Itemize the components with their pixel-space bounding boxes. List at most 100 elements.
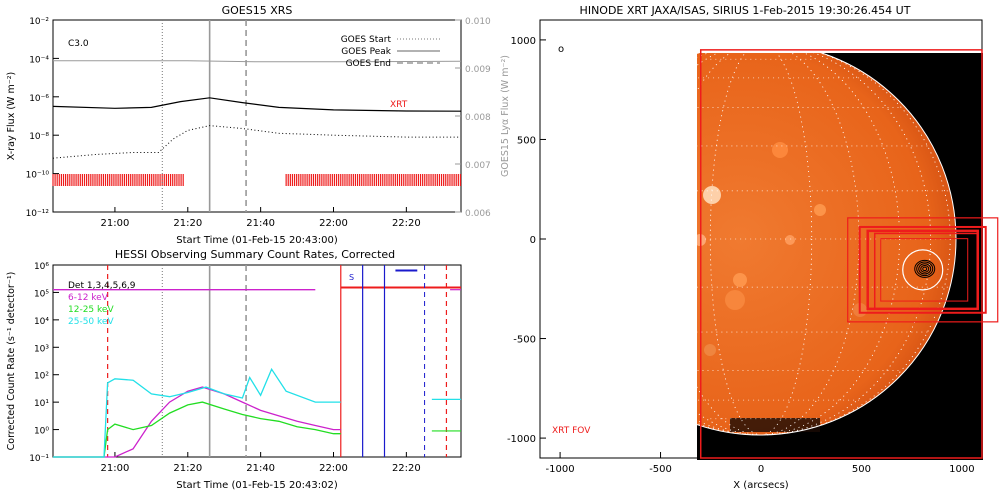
- hessi-plot-frame: [52, 264, 462, 458]
- goes-title: GOES15 XRS: [222, 4, 293, 17]
- xrt-flare-contour: [918, 263, 932, 275]
- xrt-flare-circle: [902, 249, 944, 291]
- hessi-x-tick-label: 21:20: [173, 463, 202, 474]
- xrt-fov-boundary: [699, 49, 983, 459]
- xrt-overlay-marks: -1000 -500 0 500 1000 -1000 -500 0 500 1000: [507, 36, 999, 475]
- xrt-bright-patch: [697, 234, 706, 246]
- goes-series-short: [52, 125, 461, 159]
- hessi-saa-label: S: [349, 273, 354, 282]
- goes-y-tick-label: 10⁻¹²: [26, 209, 50, 219]
- hessi-legend-det: Det 1,3,4,5,6,9: [68, 281, 136, 291]
- xrt-y-tick-label: -1000: [507, 434, 536, 445]
- goes-xlabel: Start Time (01-Feb-15 20:43:00): [176, 235, 338, 246]
- goes-xrt-label: XRT: [390, 100, 408, 110]
- goes-y2-tick-label: 0.010: [465, 17, 491, 27]
- goes-y2-tick-label: 0.009: [465, 65, 491, 75]
- goes-legend: GOES Start GOES Peak GOES End: [341, 35, 440, 69]
- goes-x-tick-label: 21:00: [101, 218, 130, 229]
- hessi-legend: Det 1,3,4,5,6,9 6-12 keV 12-25 keV 25-50…: [68, 281, 136, 327]
- hessi-x-tick-label: 21:00: [101, 463, 130, 474]
- goes-series-long: [52, 97, 462, 112]
- xrt-title: HINODE XRT JAXA/ISAS, SIRIUS 1-Feb-2015 …: [580, 4, 911, 17]
- xrt-fov-label: XRT FOV: [552, 426, 591, 436]
- xrt-y-tick-label: -500: [513, 335, 536, 346]
- xrt-x-tick-label: 0: [758, 464, 764, 475]
- hessi-ylabel: Corrected Count Rate (s⁻¹ detector⁻¹): [6, 272, 17, 451]
- xrt-x-tick-label: -1000: [546, 464, 575, 475]
- xrt-bright-patch: [704, 344, 716, 356]
- xrt-flare-contour: [916, 261, 934, 277]
- hessi-y-tick-label: 10⁴: [34, 317, 49, 327]
- goes-y-tick-label: 10⁻⁸: [29, 132, 49, 142]
- xrt-zoom-box: [847, 217, 999, 323]
- goes-legend-peak: GOES Peak: [341, 47, 391, 57]
- goes-y-tick-label: 10⁻⁶: [29, 94, 49, 104]
- xrt-brightness-patches: [697, 142, 867, 432]
- hessi-xlabel: Start Time (01-Feb-15 20:43:02): [176, 480, 338, 491]
- hessi-title: HESSI Observing Summary Count Rates, Cor…: [115, 248, 395, 261]
- xrt-zoom-box: [873, 232, 979, 310]
- goes-y2-tick-label: 0.006: [465, 209, 491, 219]
- goes-y2-tick-label: 0.007: [465, 161, 491, 171]
- goes-x-tick-label: 22:00: [319, 218, 348, 229]
- hessi-legend-6-12: 6-12 keV: [68, 293, 109, 303]
- xrt-bright-patch: [814, 204, 826, 216]
- xrt-x-tick-label: 1000: [949, 464, 974, 475]
- xrt-bright-patch: [785, 235, 795, 245]
- xrt-y-tick-label: 500: [517, 135, 536, 146]
- goes-series-lya: [53, 60, 462, 63]
- xrt-x-tick-label: -500: [649, 464, 672, 475]
- xrt-dark-strip: [730, 418, 820, 432]
- goes-x-tick-label: 21:40: [246, 218, 275, 229]
- hessi-legend-12-25: 12-25 keV: [68, 305, 114, 315]
- goes-gridlines: [53, 19, 461, 213]
- hessi-y-tick-label: 10³: [34, 344, 49, 354]
- hessi-x-tick-label: 22:00: [319, 463, 348, 474]
- goes-x-tick-label: 21:20: [173, 218, 202, 229]
- solar-disk: [697, 53, 956, 435]
- hessi-y-tick-label: 10⁵: [34, 289, 49, 299]
- xrt-marker-symbol: o: [558, 44, 564, 55]
- xrt-zoom-box: [858, 225, 987, 314]
- xrt-flare-contour: [920, 264, 930, 273]
- xrt-image: [697, 53, 983, 460]
- hessi-series-6-12-kev: [53, 386, 341, 458]
- xrt-flare-contour: [914, 259, 936, 278]
- hessi-series-25-50-kev: [53, 367, 341, 458]
- hessi-x-tick-label: 21:40: [246, 463, 275, 474]
- goes-y-tick-label: 10⁻¹⁰: [26, 171, 50, 181]
- xrt-bright-patch: [772, 142, 788, 158]
- xrt-bright-patch: [725, 290, 745, 310]
- xrt-panel: HINODE XRT JAXA/ISAS, SIRIUS 1-Feb-2015 …: [507, 4, 999, 491]
- goes-y2-tick-label: 0.008: [465, 113, 491, 123]
- goes-y-tick-label: 10⁻²: [29, 17, 49, 27]
- hessi-legend-25-50: 25-50 keV: [68, 317, 114, 327]
- hessi-x-tick-label: 22:20: [392, 463, 421, 474]
- xrt-xlabel: X (arcsecs): [733, 480, 789, 491]
- hessi-y-tick-label: 10⁶: [34, 262, 49, 272]
- goes-panel: GOES15 XRS 21:00 21:20 21:40 22:00 22:20 10⁻¹…: [6, 4, 511, 246]
- hessi-y-tick-label: 10²: [34, 372, 49, 382]
- hessi-panel: HESSI Observing Summary Count Rates, Cor…: [6, 248, 462, 491]
- hessi-y-tick-label: 10⁻¹: [29, 454, 49, 464]
- xrt-zoom-box: [880, 238, 969, 302]
- xrt-bright-patch: [733, 273, 747, 287]
- goes-flare-class: C3.0: [68, 39, 89, 49]
- goes-legend-start: GOES Start: [341, 35, 392, 45]
- goes-y-tick-label: 10⁻⁴: [29, 55, 49, 65]
- xrt-flare-contour: [922, 266, 928, 272]
- xrt-x-tick-label: 500: [852, 464, 871, 475]
- hessi-data-marks: 21:00 21:20 21:40 22:00 22:20 10⁻¹ 10⁰ 10¹ 10² 10…: [29, 262, 461, 474]
- hessi-series-12-25-kev: [53, 401, 341, 458]
- goes-ylabel: X-ray Flux (W m⁻²): [6, 72, 17, 161]
- goes-data-marks: 21:00 21:20 21:40 22:00 22:20 10⁻¹² 10⁻¹⁰ 10⁻⁸ 1…: [26, 17, 491, 229]
- goes-legend-end: GOES End: [346, 59, 391, 69]
- xrt-y-tick-label: 0: [530, 235, 536, 246]
- xrt-y-tick-label: 1000: [511, 36, 536, 47]
- hessi-y-tick-label: 10⁰: [34, 427, 49, 437]
- goes-y2label: GOES15 Lyα Flux (W m⁻²): [500, 55, 511, 177]
- goes-x-tick-label: 22:20: [392, 218, 421, 229]
- xrt-bright-patch: [703, 186, 721, 204]
- hessi-y-tick-label: 10¹: [34, 399, 49, 409]
